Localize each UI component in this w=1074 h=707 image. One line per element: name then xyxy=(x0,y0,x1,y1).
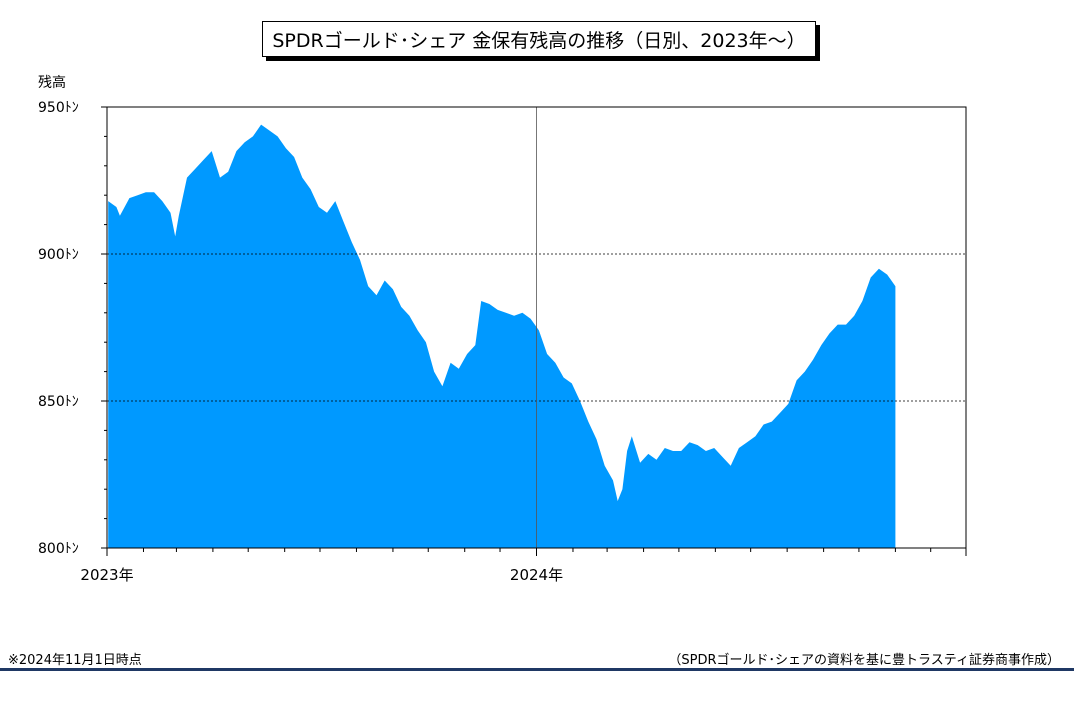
y-tick-label: 950ﾄﾝ xyxy=(38,100,79,116)
bottom-rule xyxy=(0,668,1074,671)
area-layer xyxy=(108,124,896,548)
y-axis-label: 残高 xyxy=(38,74,66,91)
as-of-note: ※2024年11月1日時点 xyxy=(8,653,142,668)
y-tick-label: 900ﾄﾝ xyxy=(38,247,79,263)
y-tick-label: 850ﾄﾝ xyxy=(38,394,79,410)
grid-layer xyxy=(107,107,966,548)
chart-title: SPDRゴールド･シェア 金保有残高の推移（日別、2023年～） xyxy=(262,21,816,57)
label-layer: 800ﾄﾝ 850ﾄﾝ 900ﾄﾝ 950ﾄﾝ 2023年 2024年 残高 xyxy=(38,74,563,584)
holdings-area xyxy=(108,124,896,548)
tick-layer xyxy=(101,106,967,556)
x-tick-label: 2023年 xyxy=(80,566,133,584)
source-note: （SPDRゴールド･シェアの資料を基に豊トラスティ証券商事作成） xyxy=(668,653,1060,668)
x-tick-label: 2024年 xyxy=(510,566,563,584)
y-tick-label: 800ﾄﾝ xyxy=(38,541,79,557)
